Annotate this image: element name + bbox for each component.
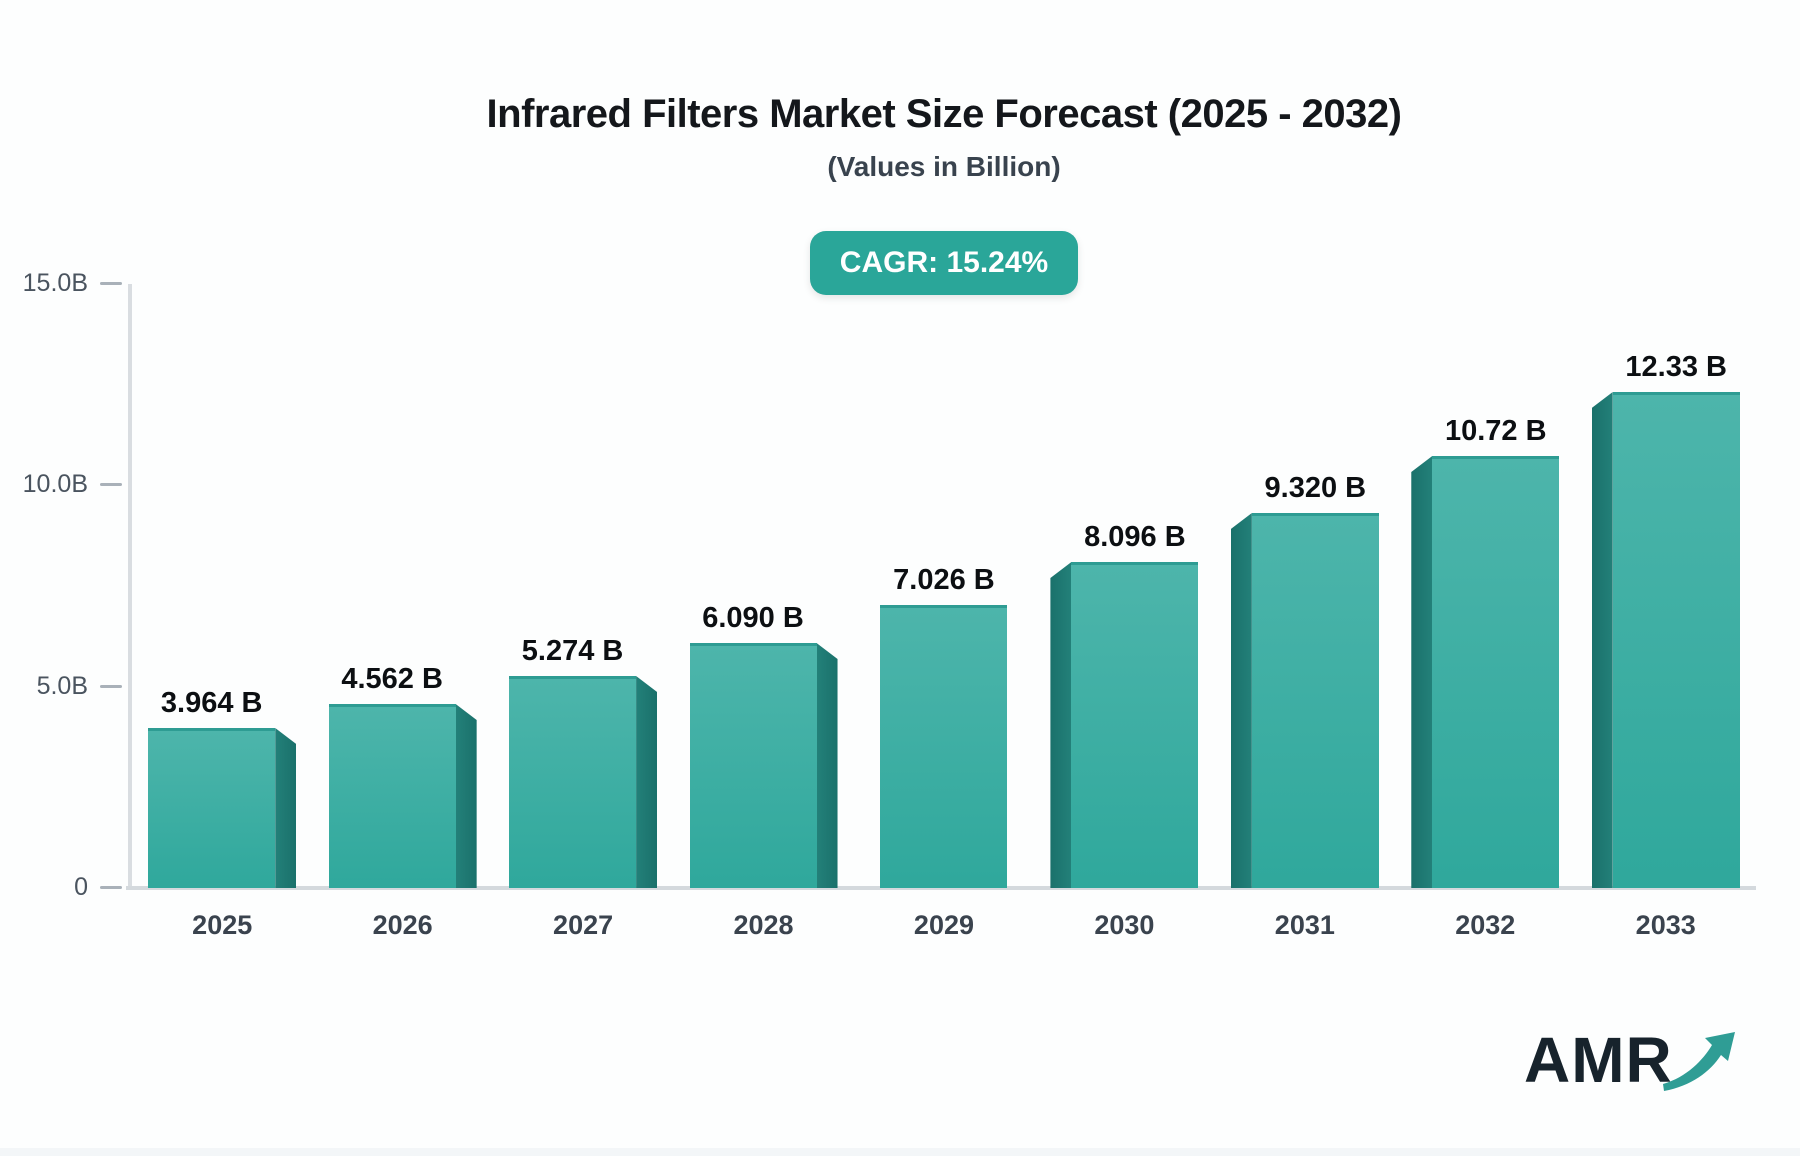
bar-chart: 3.964 B 2025 4.562 B 2026 5.274 B 2027 6… [132,284,1756,940]
bar-slot: 4.562 B 2026 [312,284,492,940]
bar-side-face [275,728,297,888]
bottom-strip [0,1148,1800,1156]
y-axis-tick-mark [100,886,122,889]
bar-value-label: 4.562 B [341,663,443,695]
growth-arrow-icon [1662,1032,1735,1091]
category-label: 2029 [913,910,974,940]
bar-value-label: 9.320 B [1264,472,1367,504]
bar-main-face [328,704,456,888]
category-label: 2032 [1455,910,1516,940]
chart-title: Infrared Filters Market Size Forecast (2… [486,92,1402,136]
bar-value-label: 12.33 B [1625,351,1727,383]
chart-subtitle: (Values in Billion) [827,151,1061,182]
chart-header: Infrared Filters Market Size Forecast (2… [132,92,1756,295]
bar-slot: 12.33 B 2033 [1576,284,1756,940]
bar-main-face [148,728,276,888]
bar-value-label: 8.096 B [1084,521,1186,553]
y-axis-tick-mark [100,483,122,487]
bar-3d: 4.562 B 2026 [328,663,477,940]
bar-value-label: 10.72 B [1444,415,1547,447]
y-axis-tick-label: 5.0B [36,671,88,700]
bar-slot: 9.320 B 2031 [1215,284,1395,940]
bar-main-face [689,643,817,888]
bar-slot: 5.274 B 2027 [493,284,673,940]
category-label: 2025 [192,910,253,940]
category-label: 2031 [1274,910,1335,940]
bar-value-label: 6.090 B [702,602,804,634]
amr-logo: AMR [1524,1028,1747,1098]
bar-main-face [1432,456,1560,888]
bar-slot: 6.090 B 2028 [673,284,853,940]
amr-logo-text: AMR [1524,1024,1673,1096]
bar-3d: 9.320 B 2031 [1230,472,1379,940]
y-axis-tick-label: 10.0B [22,470,88,499]
bar-side-face [816,643,838,888]
bar-side-face [1050,562,1072,888]
category-label: 2028 [733,910,794,940]
bar-side-face [455,704,477,888]
bar-slot: 8.096 B 2030 [1034,284,1214,940]
bar-side-face [1591,392,1613,888]
bar-main-face [880,605,1008,888]
bar-value-label: 3.964 B [160,687,263,719]
y-axis-tick-mark [100,684,122,688]
bar-3d: 12.33 B 2033 [1591,351,1740,940]
bar-main-face [1071,562,1199,888]
bar-main-face [1251,513,1379,888]
bar-3d: 6.090 B 2028 [689,602,838,940]
bar-3d: 8.096 B 2030 [1050,521,1199,940]
bar-side-face [1411,456,1433,888]
category-label: 2027 [553,910,614,940]
bar-main-face [1612,392,1740,888]
y-axis-tick-label: 15.0B [22,269,88,297]
bar-3d: 3.964 B 2025 [148,687,297,940]
bar-value-label: 5.274 B [521,635,624,667]
bar-3d: 10.72 B 2032 [1411,415,1560,940]
x-axis-line [126,886,1756,890]
cagr-badge: CAGR: 15.24% [809,231,1079,295]
bar-slot: 7.026 B 2029 [854,284,1034,940]
y-axis-line [128,284,132,888]
bar-3d: 7.026 B 2029 [880,564,1008,940]
bar-side-face [1230,513,1252,888]
bar-value-label: 7.026 B [893,564,995,596]
y-axis-tick-label: 0 [74,873,88,901]
category-label: 2033 [1635,910,1696,940]
bar-slot: 10.72 B 2032 [1395,284,1575,940]
bar-slot: 3.964 B 2025 [132,284,312,940]
category-label: 2026 [372,910,433,940]
bar-side-face [636,676,658,888]
bar-main-face [509,676,637,888]
category-label: 2030 [1094,910,1155,940]
bar-3d: 5.274 B 2027 [509,635,658,940]
y-axis-tick-mark [100,282,122,285]
